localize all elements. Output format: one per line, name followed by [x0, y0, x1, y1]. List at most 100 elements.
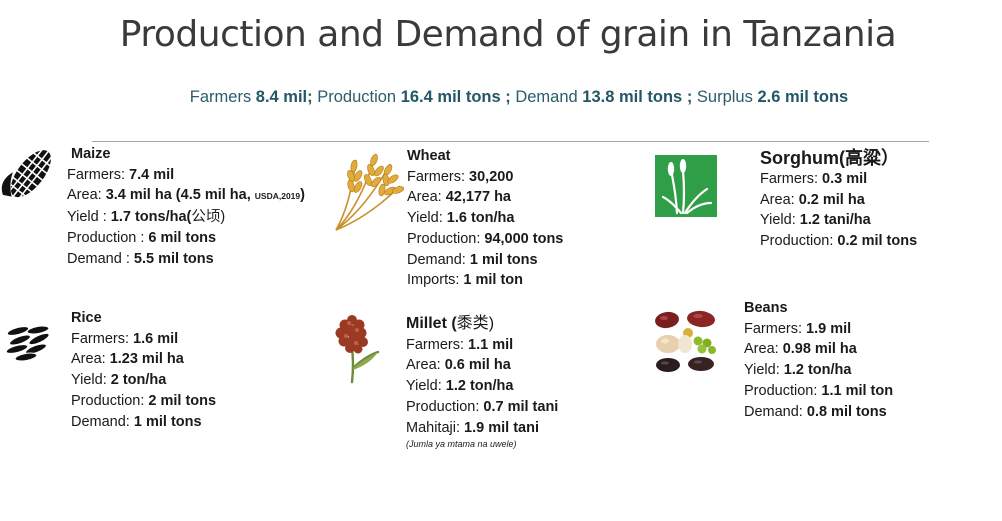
summary-farmers-value: 8.4 mil; [255, 88, 313, 106]
beans-demand-value: 0.8 mil tons [806, 403, 887, 420]
wheat-imports: Imports: 1 mil ton [407, 270, 563, 291]
millet-demand: Mahitaji: 1.9 mil tani [406, 418, 558, 439]
wheat-block: Wheat Farmers: 30,200 Area: 42,177 ha Yi… [407, 146, 563, 291]
millet-yield: Yield: 1.2 ton/ha [406, 376, 558, 397]
wheat-demand: Demand: 1 mil tons [407, 250, 563, 271]
sorghum-yield-value: 1.2 tani/ha [799, 212, 871, 229]
wheat-farmers-value: 30,200 [469, 168, 514, 185]
rice-production-label: Production: [71, 392, 149, 409]
sorghum-yield-label: Yield: [760, 212, 800, 229]
beans-yield: Yield: 1.2 ton/ha [744, 360, 893, 381]
wheat-production-label: Production: [407, 230, 485, 247]
summary-demand-value: 13.8 mil tons ; [582, 88, 693, 106]
divider-line [92, 141, 929, 142]
beans-production-value: 1.1 mil ton [821, 382, 894, 399]
rice-area-label: Area: [71, 351, 110, 368]
maize-yield: Yield : 1.7 tons/ha(公顷) [67, 207, 305, 228]
summary-production-value: 16.4 mil tons ; [400, 88, 511, 106]
wheat-yield: Yield: 1.6 ton/ha [407, 208, 563, 229]
millet-title-close: ) [488, 315, 495, 332]
maize-yield-unit: 公顷 [191, 209, 221, 226]
wheat-demand-value: 1 mil tons [469, 251, 538, 268]
millet-area-value: 0.6 mil ha [444, 357, 511, 374]
sorghum-yield: Yield: 1.2 tani/ha [760, 210, 917, 231]
maize-demand-label: Demand : [67, 250, 134, 267]
sorghum-farmers: Farmers: 0.3 mil [760, 169, 917, 190]
millet-demand-value: 1.9 mil tani [464, 419, 539, 436]
maize-area-label: Area: [67, 187, 106, 204]
summary-demand-label: Demand [510, 88, 583, 106]
wheat-area-value: 42,177 ha [445, 189, 511, 206]
maize-yield-value: 1.7 tons/ha( [110, 209, 192, 226]
millet-title-cn: 黍类 [456, 315, 489, 332]
rice-yield: Yield: 2 ton/ha [71, 370, 216, 391]
beans-icon [655, 310, 716, 372]
summary-surplus-label: Surplus [692, 88, 758, 106]
rice-demand-label: Demand: [71, 413, 134, 430]
millet-demand-label: Mahitaji: [406, 419, 465, 436]
sorghum-title: Sorghum(高粱） [760, 148, 899, 168]
wheat-title: Wheat [407, 148, 451, 164]
beans-production-label: Production: [744, 382, 822, 399]
rice-farmers: Farmers: 1.6 mil [71, 329, 216, 350]
wheat-imports-label: Imports: [407, 272, 464, 289]
rice-demand-value: 1 mil tons [133, 413, 202, 430]
maize-production-label: Production : [67, 229, 149, 246]
summary-line: Farmers 8.4 mil; Production 16.4 mil ton… [0, 88, 1002, 107]
maize-demand-value: 5.5 mil tons [133, 250, 214, 267]
sorghum-block: Sorghum(高粱） Farmers: 0.3 mil Area: 0.2 m… [760, 147, 917, 252]
wheat-imports-value: 1 mil ton [463, 272, 524, 289]
millet-yield-value: 1.2 ton/ha [445, 378, 514, 395]
beans-area-label: Area: [744, 341, 783, 358]
beans-farmers: Farmers: 1.9 mil [744, 319, 893, 340]
rice-block: Rice Farmers: 1.6 mil Area: 1.23 mil ha … [71, 308, 216, 432]
sorghum-icon [655, 155, 717, 217]
maize-area-source: USDA,2019 [254, 191, 301, 202]
beans-title: Beans [744, 300, 788, 316]
millet-area: Area: 0.6 mil ha [406, 355, 558, 376]
rice-farmers-label: Farmers: [71, 330, 134, 347]
beans-demand: Demand: 0.8 mil tons [744, 402, 893, 423]
rice-area: Area: 1.23 mil ha [71, 349, 216, 370]
wheat-demand-label: Demand: [407, 251, 470, 268]
maize-block: Maize Farmers: 7.4 mil Area: 3.4 mil ha … [67, 144, 305, 269]
rice-icon [6, 325, 50, 362]
page-title: Production and Demand of grain in Tanzan… [0, 14, 1002, 55]
millet-icon [335, 315, 380, 384]
millet-farmers-label: Farmers: [406, 336, 469, 353]
maize-farmers: Farmers: 7.4 mil [67, 165, 305, 186]
millet-production: Production: 0.7 mil tani [406, 397, 558, 418]
sorghum-area: Area: 0.2 mil ha [760, 190, 917, 211]
millet-farmers-value: 1.1 mil [468, 336, 514, 353]
millet-farmers: Farmers: 1.1 mil [406, 335, 558, 356]
wheat-production: Production: 94,000 tons [407, 229, 563, 250]
millet-production-label: Production: [406, 398, 484, 415]
sorghum-area-label: Area: [760, 191, 799, 208]
rice-title: Rice [71, 310, 102, 326]
wheat-farmers-label: Farmers: [407, 168, 470, 185]
rice-farmers-value: 1.6 mil [133, 330, 179, 347]
wheat-production-value: 94,000 tons [484, 230, 564, 247]
maize-icon [1, 148, 53, 199]
millet-area-label: Area: [406, 357, 445, 374]
maize-yield-label: Yield : [67, 209, 111, 226]
wheat-icon [335, 153, 405, 231]
beans-demand-label: Demand: [744, 403, 807, 420]
maize-area-value: 3.4 mil ha (4.5 mil ha, [105, 187, 255, 204]
maize-area: Area: 3.4 mil ha (4.5 mil ha, USDA,2019) [67, 185, 305, 207]
wheat-farmers: Farmers: 30,200 [407, 167, 563, 188]
maize-yield-close: ) [220, 209, 226, 226]
millet-production-value: 0.7 mil tani [483, 398, 559, 415]
maize-demand: Demand : 5.5 mil tons [67, 249, 305, 270]
sorghum-farmers-label: Farmers: [760, 171, 823, 187]
summary-farmers-label: Farmers [189, 88, 256, 106]
maize-title: Maize [71, 146, 111, 162]
sorghum-production-value: 0.2 mil tons [837, 233, 918, 250]
millet-note: (Jumla ya mtama na uwele) [406, 439, 517, 450]
beans-yield-label: Yield: [744, 362, 784, 379]
millet-title-name: Millet ( [406, 315, 457, 332]
wheat-yield-label: Yield: [407, 210, 447, 227]
sorghum-production-label: Production: [760, 233, 838, 250]
millet-yield-label: Yield: [406, 378, 446, 395]
maize-area-close: ) [300, 187, 305, 204]
